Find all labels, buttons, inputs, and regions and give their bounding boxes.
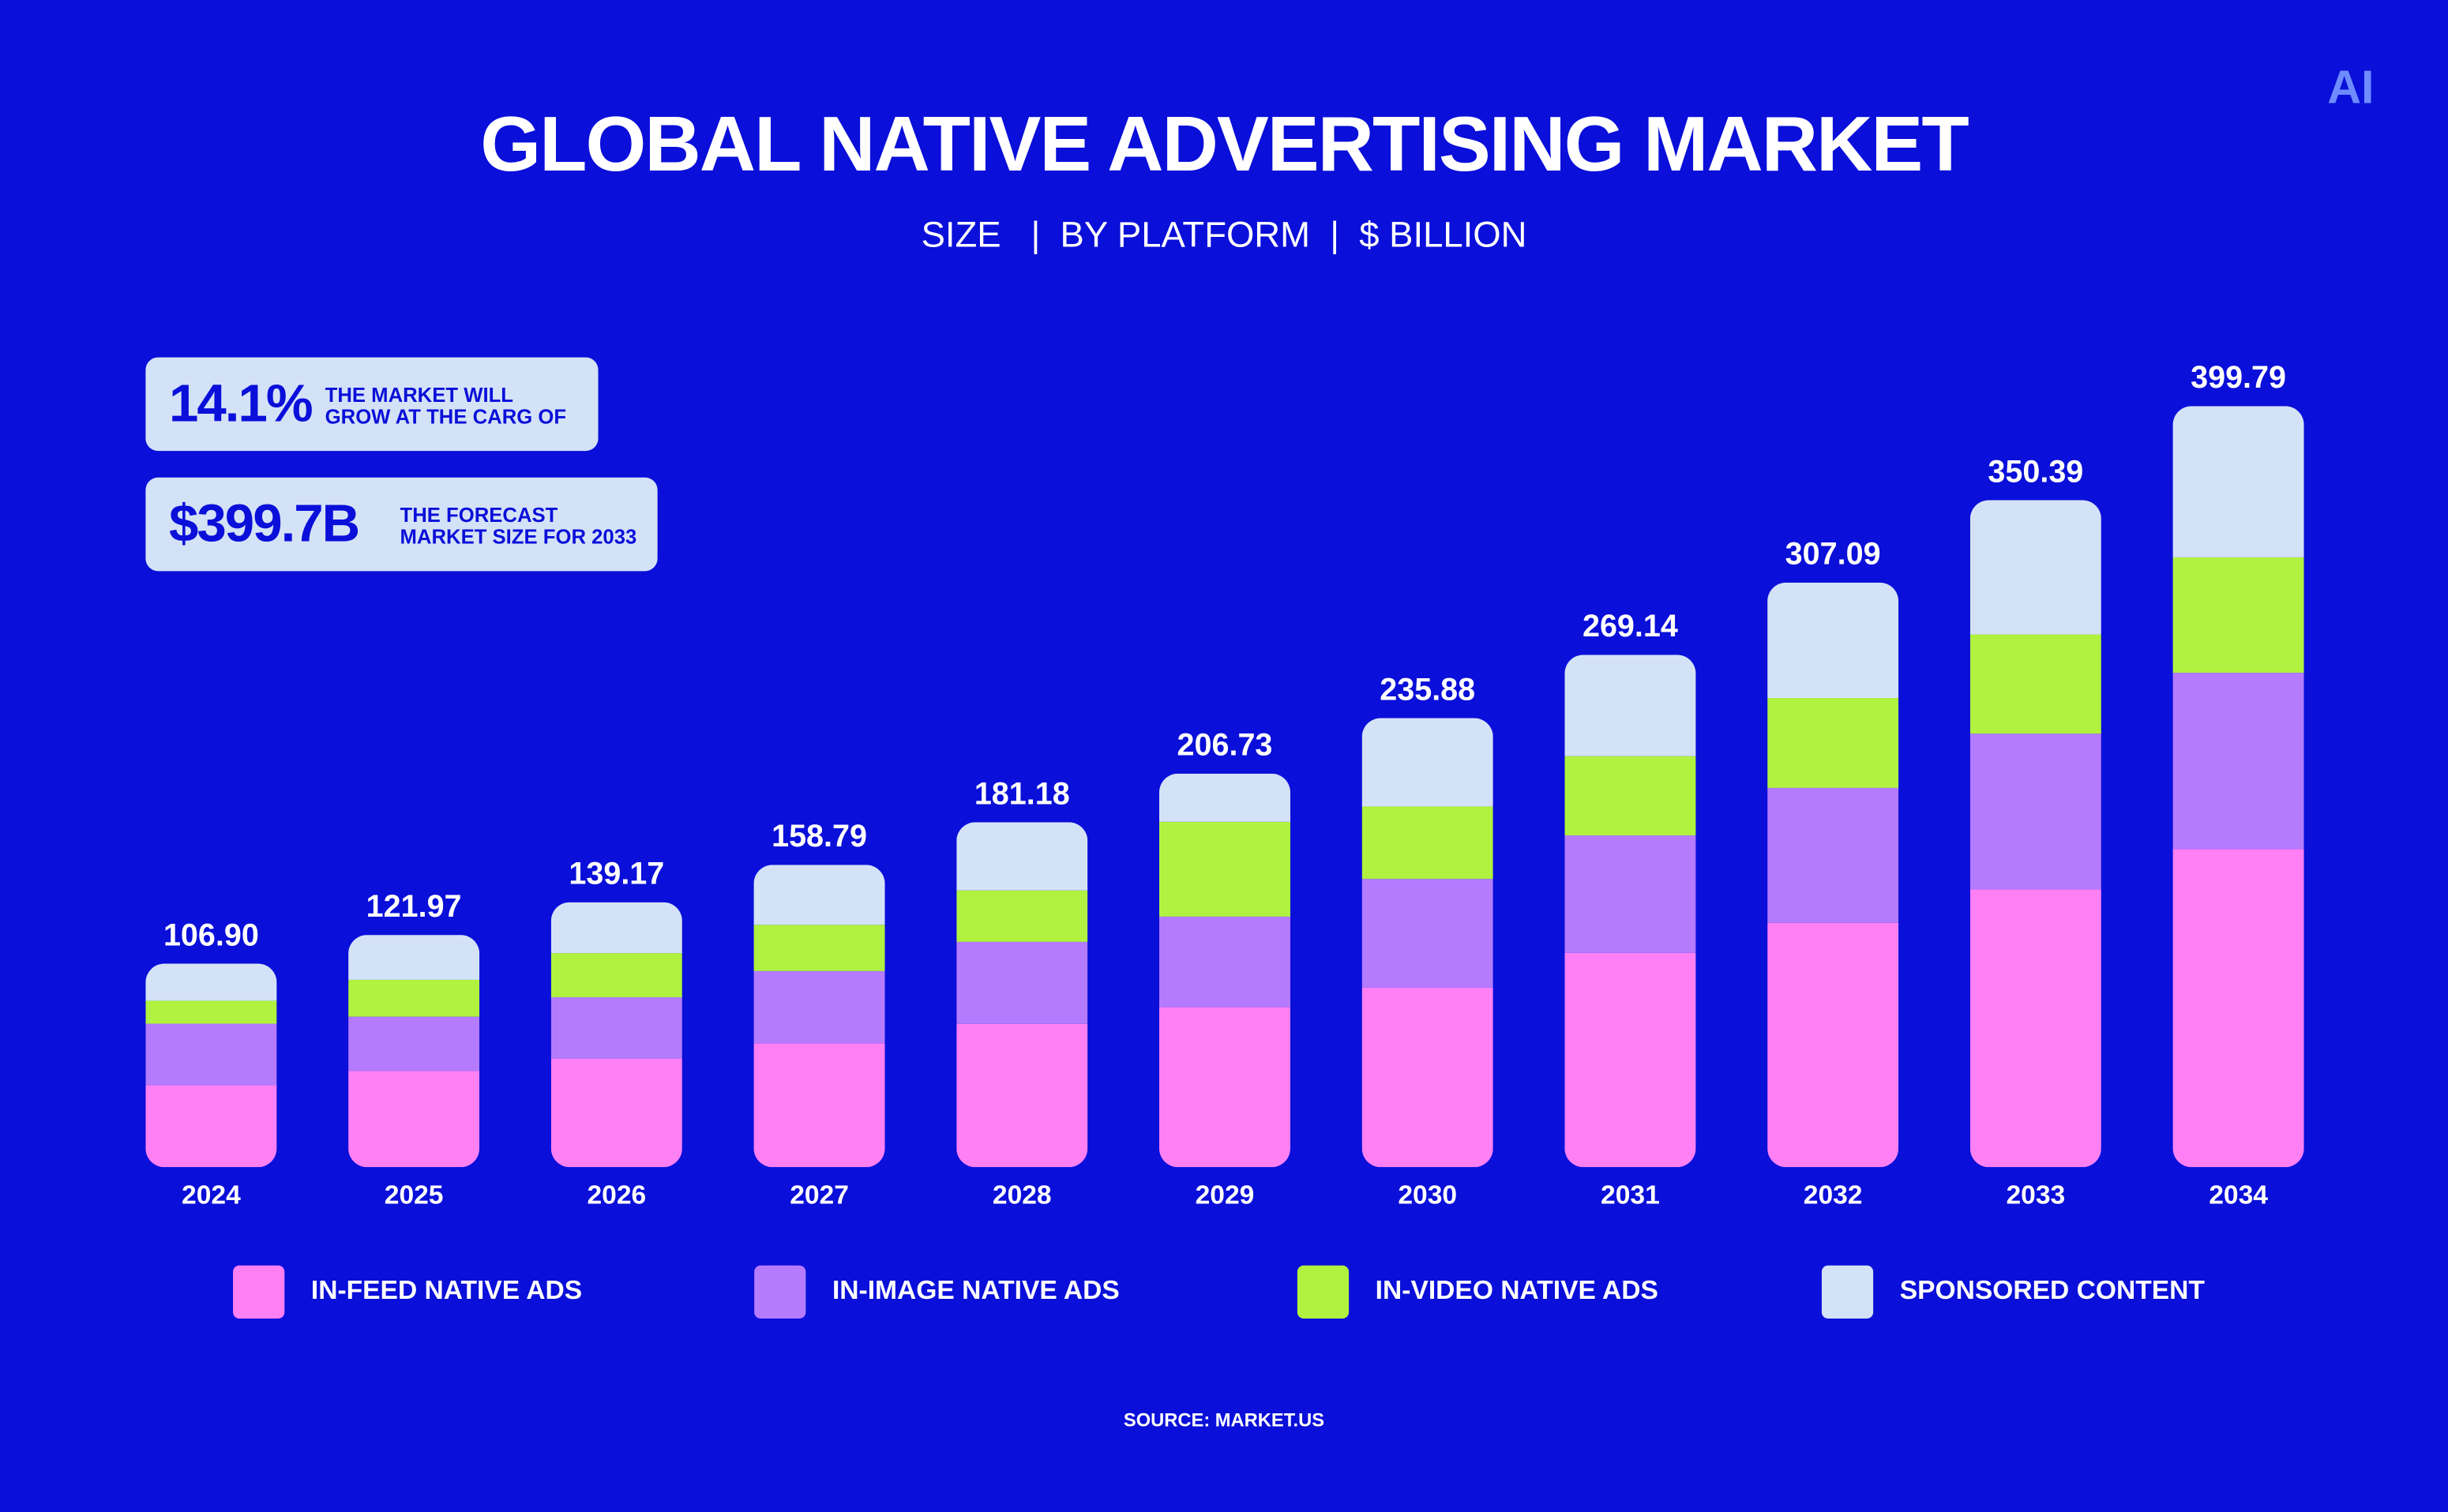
bar-segment: [348, 1016, 480, 1071]
bar-segment: [2172, 849, 2304, 1168]
bar-segment: [1564, 952, 1696, 1168]
legend-swatch: [1821, 1265, 1874, 1319]
bar-segment: [1767, 582, 1899, 699]
annotation-box: [145, 357, 599, 452]
bar-segment: [145, 1000, 277, 1024]
x-tick-label: 2028: [993, 1181, 1052, 1210]
bar-segment: [1969, 889, 2101, 1168]
legend-label: SPONSORED CONTENT: [1900, 1276, 2206, 1305]
value-label: 235.88: [1380, 672, 1475, 707]
x-tick-label: 2034: [2209, 1181, 2268, 1210]
bar-segment: [956, 822, 1088, 891]
bar-segment: [1158, 773, 1290, 822]
value-label: 206.73: [1177, 728, 1273, 763]
bar-segment: [753, 925, 885, 971]
value-label: 307.09: [1785, 537, 1881, 572]
bar-segment: [1767, 787, 1899, 923]
annotation-text: THE MARKET WILL: [325, 385, 513, 407]
bar-segment: [1361, 879, 1493, 988]
bar-segment: [1564, 756, 1696, 836]
bar-segment: [753, 865, 885, 925]
bar-segment: [956, 941, 1088, 1024]
annotation-box: [145, 477, 658, 572]
bar-segment: [956, 890, 1088, 942]
value-label: 399.79: [2191, 360, 2286, 395]
bar-segment: [1564, 655, 1696, 756]
x-tick-label: 2025: [385, 1181, 444, 1210]
x-tick-label: 2029: [1196, 1181, 1255, 1210]
legend-swatch: [233, 1265, 285, 1319]
bar-segment: [1969, 733, 2101, 890]
bar-segment: [1361, 718, 1493, 807]
x-tick-label: 2024: [182, 1181, 241, 1210]
source: SOURCE: MARKET.US: [1124, 1411, 1324, 1431]
bar-segment: [145, 963, 277, 1001]
x-tick-label: 2026: [587, 1181, 646, 1210]
x-tick-label: 2031: [1601, 1181, 1660, 1210]
annotation-value: $399.7B: [169, 494, 359, 553]
bar-segment: [1361, 806, 1493, 880]
bar-segment: [1767, 698, 1899, 788]
bar-segment: [348, 979, 480, 1017]
bar-segment: [1969, 634, 2101, 734]
chart-subtitle: SIZE | BY PLATFORM | $ BILLION: [922, 214, 1527, 254]
value-label: 269.14: [1583, 609, 1678, 643]
legend-label: IN-FEED NATIVE ADS: [311, 1276, 582, 1305]
bar-segment: [1158, 1007, 1290, 1168]
value-label: 121.97: [366, 889, 462, 924]
bar-segment: [550, 997, 682, 1059]
bar-segment: [1361, 987, 1493, 1168]
bar-segment: [2172, 406, 2304, 557]
bar-segment: [753, 970, 885, 1044]
value-label: 106.90: [163, 917, 259, 952]
legend-swatch: [754, 1265, 806, 1319]
x-tick-label: 2027: [790, 1181, 849, 1210]
value-label: 350.39: [1988, 454, 2083, 489]
x-tick-label: 2033: [2007, 1181, 2066, 1210]
bar-segment: [1158, 821, 1290, 917]
x-tick-label: 2030: [1398, 1181, 1457, 1210]
bar-segment: [2172, 557, 2304, 673]
legend-swatch: [1297, 1265, 1350, 1319]
annotation-text: MARKET SIZE FOR 2033: [400, 527, 637, 549]
annotation-value: 14.1%: [169, 374, 312, 433]
value-label: 158.79: [772, 819, 867, 854]
bar-segment: [550, 902, 682, 954]
bar-segment: [956, 1023, 1088, 1168]
value-label: 181.18: [974, 776, 1070, 811]
x-tick-label: 2032: [1804, 1181, 1863, 1210]
bar-segment: [2172, 673, 2304, 850]
value-label: 139.17: [569, 857, 664, 891]
logo: AI: [2327, 60, 2374, 113]
bar-segment: [1767, 922, 1899, 1168]
legend-label: IN-VIDEO NATIVE ADS: [1376, 1276, 1658, 1305]
chart-title: GLOBAL NATIVE ADVERTISING MARKET: [480, 100, 1969, 187]
bar-segment: [550, 953, 682, 998]
bar-segment: [1564, 835, 1696, 953]
annotation-text: GROW AT THE CARG OF: [325, 406, 566, 428]
bar-segment: [1158, 916, 1290, 1007]
bar-segment: [348, 1071, 480, 1168]
bar-segment: [550, 1058, 682, 1168]
annotation-text: THE FORECAST: [400, 505, 558, 527]
bar-segment: [1969, 500, 2101, 635]
bar-segment: [145, 1023, 277, 1086]
legend-label: IN-IMAGE NATIVE ADS: [832, 1276, 1120, 1305]
bar-segment: [348, 935, 480, 980]
bar-segment: [753, 1043, 885, 1168]
bar-segment: [145, 1085, 277, 1168]
